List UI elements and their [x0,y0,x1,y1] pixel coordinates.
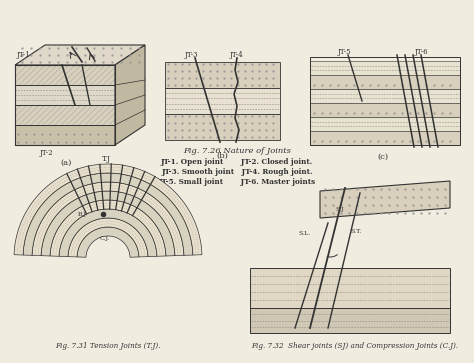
Bar [250,308,450,333]
Text: JT-2: JT-2 [40,149,54,157]
Text: S.T.: S.T. [350,229,361,234]
Text: JT-1: JT-1 [17,51,31,59]
Bar [15,125,115,145]
Bar [15,65,115,85]
Text: JT-4: JT-4 [230,51,244,59]
Bar [310,131,460,145]
Polygon shape [77,227,139,257]
Text: Fig. 7.32  Shear joints (SJ) and Compression Joints (C.J).: Fig. 7.32 Shear joints (SJ) and Compress… [251,342,458,350]
Text: (b): (b) [216,152,228,160]
Bar [15,85,115,105]
Bar [310,75,460,89]
Polygon shape [59,209,157,257]
Text: S.L.: S.L. [298,231,310,236]
Bar [310,117,460,131]
Polygon shape [32,182,184,256]
Bar [310,61,460,75]
Text: JT-5: JT-5 [338,48,352,56]
Polygon shape [68,218,148,257]
Text: JT-3: JT-3 [185,51,199,59]
Bar [310,57,460,145]
Text: B.J: B.J [78,212,87,217]
Text: S.J: S.J [335,207,344,212]
Text: Fig. 7.26 Nature of Joints: Fig. 7.26 Nature of Joints [183,147,291,155]
Bar [165,88,280,114]
Polygon shape [14,164,202,255]
Bar [310,89,460,103]
Text: Fig. 7.31 Tension Joints (T.J).: Fig. 7.31 Tension Joints (T.J). [55,342,161,350]
Bar [15,65,115,145]
Polygon shape [320,181,450,218]
Bar [15,65,115,145]
Text: JT-1. Open joint       JT-2. Closed joint.: JT-1. Open joint JT-2. Closed joint. [161,158,313,166]
Text: JT-5. Small joint       JT-6. Master joints: JT-5. Small joint JT-6. Master joints [158,178,316,186]
Bar [15,105,115,125]
Polygon shape [115,45,145,145]
Text: (a): (a) [60,159,72,167]
Polygon shape [50,200,166,256]
Polygon shape [23,173,193,255]
Text: JT-3. Smooth joint   JT-4. Rough joint.: JT-3. Smooth joint JT-4. Rough joint. [161,168,313,176]
Text: C.J.: C.J. [100,236,110,241]
Text: (c): (c) [377,153,388,161]
Bar [165,62,280,88]
Bar [310,103,460,117]
Text: T.J: T.J [102,155,111,163]
Bar [165,114,280,140]
Text: JT-6: JT-6 [415,48,428,56]
Bar [250,268,450,308]
Polygon shape [15,45,145,65]
Polygon shape [41,191,175,256]
